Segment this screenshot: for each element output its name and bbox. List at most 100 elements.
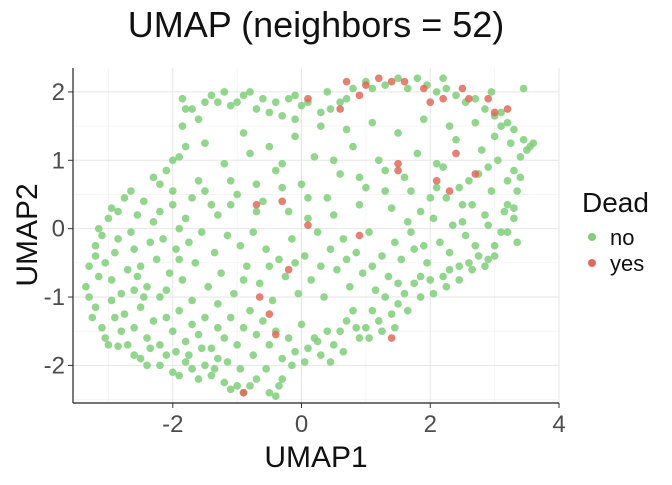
point-no [194,115,203,124]
point-yes [458,84,467,93]
point-no [107,276,116,284]
point-no [358,269,367,278]
point-no [207,371,216,380]
point-no [368,262,377,271]
point-no [162,351,171,360]
point-no [448,221,457,230]
point-yes [278,197,287,206]
point-no [349,84,357,93]
point-no [226,313,235,322]
point-no [429,214,438,223]
point-no [323,193,332,202]
point-no [307,276,316,284]
point-no [194,330,203,339]
point-no [262,364,271,373]
point-no [300,358,309,366]
point-no [468,200,476,209]
point-no [252,180,261,189]
point-no [291,132,299,141]
point-yes [445,187,454,195]
point-no [468,265,476,274]
point-no [461,231,470,240]
point-no [233,98,242,107]
point-no [246,306,254,315]
point-yes [503,105,512,113]
point-no [156,340,164,349]
point-no [439,163,448,172]
point-no [339,347,348,356]
point-yes [265,310,274,319]
point-no [252,375,261,383]
point-no [416,272,425,281]
legend-key-yes [588,259,596,267]
point-no [442,84,451,93]
point-no [345,282,354,291]
point-no [336,170,345,178]
point-no [162,166,171,175]
point-no [291,91,299,100]
point-no [381,293,390,301]
point-no [249,228,258,236]
point-no [381,166,390,175]
legend-label-yes: yes [610,251,644,276]
point-no [316,351,325,360]
point-no [287,235,296,243]
point-yes [342,77,351,86]
point-no [130,351,139,360]
point-no [139,293,148,301]
point-no [278,183,287,192]
y-tick-label: 0 [52,216,65,243]
point-no [181,142,190,151]
point-no [156,361,164,370]
point-no [419,115,428,124]
point-no [239,276,248,284]
point-no [326,358,335,366]
point-no [213,211,222,219]
point-no [442,193,451,202]
point-no [519,84,528,93]
point-no [522,146,531,154]
point-no [381,187,390,195]
point-no [390,238,399,247]
point-yes [271,330,280,339]
point-no [464,258,473,267]
point-no [416,207,425,216]
point-no [114,342,122,351]
point-no [226,385,235,394]
point-no [336,98,345,107]
point-no [117,327,126,336]
point-no [246,149,254,158]
point-no [368,306,377,315]
point-yes [304,221,312,230]
legend-title: Dead [582,187,649,218]
point-no [287,361,296,370]
point-no [349,306,357,315]
point-no [201,187,209,195]
point-no [394,129,402,137]
point-no [413,149,422,158]
point-no [313,337,322,346]
point-no [156,180,164,189]
point-yes [374,74,383,83]
point-no [397,255,406,264]
point-no [175,224,184,233]
point-no [484,221,493,230]
point-no [464,176,473,185]
point-no [210,248,219,257]
point-no [143,361,151,370]
point-no [149,317,158,325]
point-no [239,323,248,332]
point-yes [304,94,312,103]
data-points [81,74,538,401]
point-no [342,94,351,103]
point-no [117,289,126,298]
point-no [188,364,196,373]
point-no [175,255,184,264]
point-no [271,166,280,175]
point-no [239,129,248,137]
point-no [471,94,480,103]
point-no [471,241,480,250]
point-no [188,320,196,329]
point-no [184,238,193,247]
